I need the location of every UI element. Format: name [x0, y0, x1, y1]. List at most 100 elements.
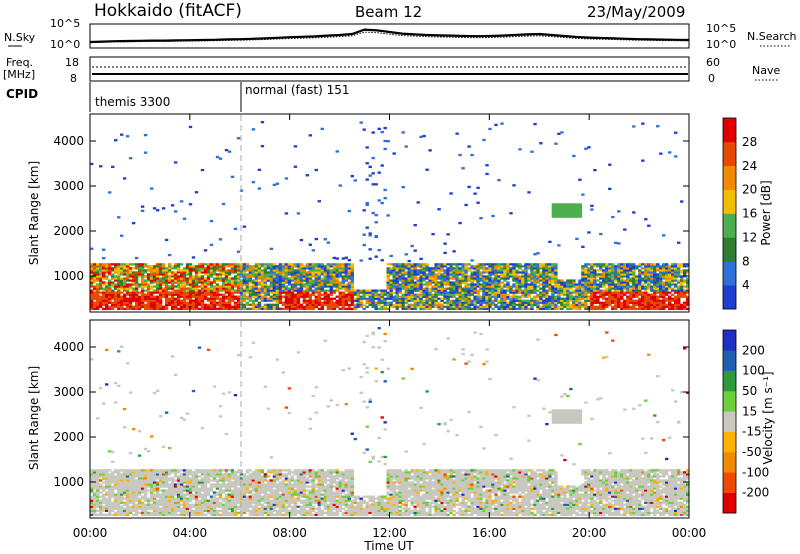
heatmap-cell — [120, 133, 124, 136]
heatmap-cell — [425, 168, 429, 171]
heatmap-cell — [668, 265, 672, 268]
heatmap-cell — [248, 269, 253, 272]
heatmap-cell — [560, 307, 564, 310]
heatmap-cell — [287, 299, 292, 302]
heatmap-cell — [629, 297, 633, 300]
heatmap-cell — [566, 205, 571, 208]
heatmap-cell — [311, 281, 315, 284]
heatmap-cell — [383, 299, 387, 302]
heatmap-cell — [668, 281, 672, 284]
heatmap-cell — [491, 303, 495, 306]
heatmap-cell — [326, 297, 330, 300]
heatmap-cell — [275, 295, 280, 298]
heatmap-cell — [284, 291, 289, 294]
heatmap-cell — [455, 299, 459, 302]
heatmap-cell — [554, 215, 559, 218]
heatmap-cell — [143, 491, 148, 494]
heatmap-cell — [452, 275, 456, 278]
heatmap-cell — [102, 283, 106, 286]
heatmap-cell — [161, 295, 166, 298]
heatmap-cell — [272, 293, 277, 296]
heatmap-cell — [323, 269, 327, 272]
heatmap-cell — [644, 289, 648, 292]
heatmap-cell — [656, 297, 660, 300]
heatmap-cell — [668, 307, 672, 310]
heatmap-cell — [164, 481, 169, 484]
heatmap-cell — [329, 305, 333, 308]
heatmap-cell — [122, 299, 127, 302]
heatmap-cell — [599, 281, 603, 284]
heatmap-cell — [197, 295, 202, 298]
heatmap-cell — [215, 267, 220, 270]
heatmap-cell — [209, 293, 214, 296]
heatmap-cell — [572, 305, 576, 308]
heatmap-cell — [149, 277, 154, 280]
heatmap-cell — [395, 281, 399, 284]
heatmap-cell — [362, 209, 366, 212]
heatmap-cell — [314, 287, 318, 290]
heatmap-cell — [248, 267, 253, 270]
heatmap-cell — [284, 263, 289, 266]
heatmap-cell — [605, 301, 609, 304]
heatmap-cell — [596, 265, 600, 268]
heatmap-cell — [587, 263, 591, 266]
heatmap-cell — [398, 285, 402, 288]
heatmap-cell — [521, 295, 525, 298]
heatmap-cell — [314, 279, 318, 282]
heatmap-cell — [203, 297, 208, 300]
heatmap-cell — [416, 295, 420, 298]
heatmap-cell — [644, 263, 648, 266]
heatmap-cell — [164, 493, 169, 496]
heatmap-cell — [350, 279, 354, 282]
heatmap-cell — [260, 305, 265, 308]
heatmap-cell — [269, 271, 274, 274]
heatmap-cell — [518, 277, 522, 280]
heatmap-cell — [350, 289, 354, 292]
heatmap-cell — [443, 283, 447, 286]
heatmap-cell — [90, 273, 94, 276]
heatmap-cell — [626, 269, 630, 272]
heatmap-cell — [99, 271, 103, 274]
heatmap-cell — [260, 281, 265, 284]
heatmap-cell — [173, 469, 178, 472]
heatmap-cell — [164, 283, 169, 286]
heatmap-cell — [467, 305, 471, 308]
heatmap-cell — [93, 491, 97, 494]
heatmap-cell — [440, 269, 444, 272]
heatmap-cell — [467, 283, 471, 286]
heatmap-cell — [284, 285, 289, 288]
heatmap-cell — [425, 295, 429, 298]
heatmap-cell — [251, 265, 256, 268]
heatmap-cell — [212, 265, 217, 268]
heatmap-cell — [302, 277, 306, 280]
heatmap-cell — [464, 279, 468, 282]
heatmap-cell — [347, 295, 351, 298]
heatmap-cell — [533, 253, 537, 256]
heatmap-cell — [509, 299, 513, 302]
heatmap-cell — [182, 271, 187, 274]
heatmap-cell — [143, 481, 148, 484]
heatmap-cell — [233, 291, 238, 294]
heatmap-cell — [407, 293, 411, 296]
heatmap-cell — [509, 291, 513, 294]
heatmap-cell — [419, 257, 423, 260]
heatmap-cell — [410, 244, 414, 248]
heatmap-cell — [149, 285, 154, 288]
heatmap-cell — [359, 303, 363, 306]
heatmap-cell — [146, 473, 151, 476]
heatmap-cell — [488, 289, 492, 292]
heatmap-cell — [389, 285, 393, 288]
heatmap-cell — [96, 283, 100, 286]
heatmap-cell — [359, 121, 363, 124]
heatmap-cell — [200, 287, 205, 290]
heatmap-cell — [99, 487, 103, 490]
heatmap-cell — [230, 295, 235, 298]
heatmap-cell — [428, 303, 432, 306]
heatmap-cell — [533, 277, 537, 280]
heatmap-cell — [173, 301, 178, 304]
heatmap-cell — [428, 287, 432, 290]
heatmap-cell — [545, 271, 549, 274]
heatmap-cell — [326, 295, 330, 298]
heatmap-cell — [560, 209, 565, 212]
heatmap-cell — [108, 477, 112, 480]
